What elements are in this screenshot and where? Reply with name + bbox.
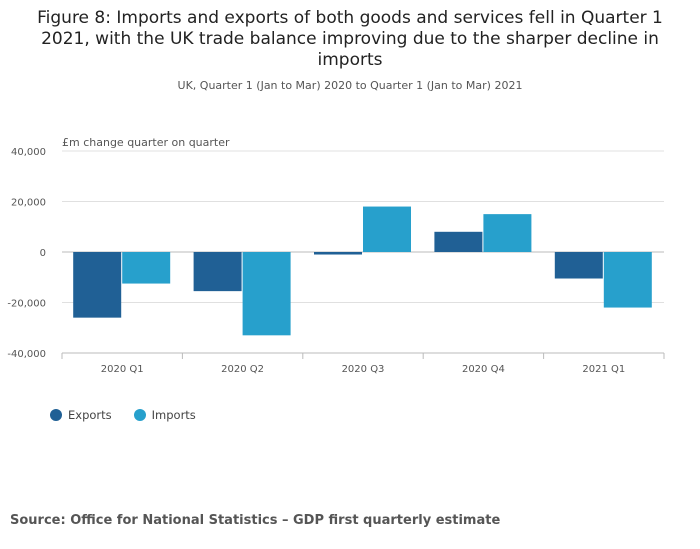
y-tick-label: 20,000 bbox=[11, 198, 46, 209]
exports-swatch bbox=[50, 409, 62, 421]
y-axis-label: £m change quarter on quarter bbox=[62, 136, 230, 149]
x-tick-label: 2020 Q1 bbox=[101, 364, 144, 375]
bar-imports-2020-q1 bbox=[122, 252, 171, 284]
bar-imports-2020-q3 bbox=[363, 206, 411, 252]
bar-exports-2020-q2 bbox=[193, 252, 242, 292]
bar-exports-2021-q1 bbox=[554, 252, 603, 279]
bar-imports-2020-q4 bbox=[483, 214, 532, 252]
y-tick-label: -40,000 bbox=[7, 349, 46, 360]
y-tick-label: 0 bbox=[40, 248, 46, 259]
y-tick-label: 40,000 bbox=[11, 147, 46, 158]
y-tick-label: -20,000 bbox=[7, 299, 46, 310]
legend-item-imports[interactable]: Imports bbox=[133, 408, 196, 422]
bar-imports-2020-q2 bbox=[242, 252, 291, 336]
legend-label-exports: Exports bbox=[68, 408, 112, 422]
legend-item-exports[interactable]: Exports bbox=[50, 408, 112, 422]
x-tick-label: 2020 Q2 bbox=[221, 364, 264, 375]
bar-chart: 40,000 20,000 0 -20,000 -40,000 £m change qua… bbox=[7, 136, 665, 375]
legend-label-imports: Imports bbox=[151, 408, 196, 422]
source-note: Source: Office for National Statistics –… bbox=[10, 513, 501, 528]
chart-subtitle: UK, Quarter 1 (Jan to Mar) 2020 to Quart… bbox=[177, 79, 523, 92]
imports-swatch bbox=[133, 409, 146, 421]
chart-title: Figure 8: Imports and exports of both go… bbox=[37, 8, 663, 70]
bar-imports-2021-q1 bbox=[603, 252, 652, 308]
bar-exports-2020-q4 bbox=[434, 231, 483, 252]
x-tick-label: 2020 Q4 bbox=[462, 364, 505, 375]
x-tick-label: 2020 Q3 bbox=[342, 364, 385, 375]
x-tick-label: 2021 Q1 bbox=[582, 364, 625, 375]
chart-legend: Exports Imports bbox=[50, 408, 196, 422]
bar-exports-2020-q3 bbox=[314, 252, 362, 255]
bar-exports-2020-q1 bbox=[73, 252, 122, 318]
